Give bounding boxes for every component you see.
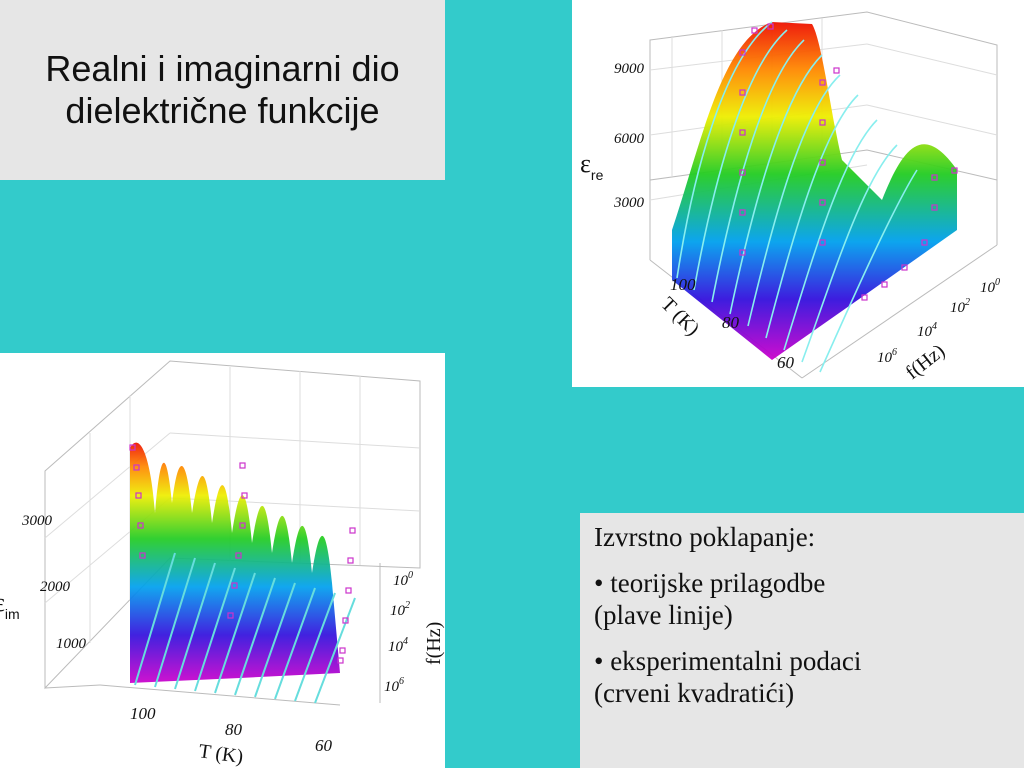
- z-tick: 3000: [613, 195, 645, 211]
- f-tick: 100: [393, 570, 413, 589]
- slide-title-line2: dielektrične funkcije: [65, 90, 380, 131]
- t-tick: 60: [777, 353, 795, 372]
- title-panel: Realni i imaginarni dio dielektrične fun…: [0, 0, 445, 180]
- plot-box: [44, 360, 421, 706]
- f-tick: 102: [950, 297, 970, 316]
- f-tick: 106: [877, 347, 897, 366]
- real-part-surface: [672, 21, 958, 373]
- real-part-plot: 9000 6000 3000 εre 100 80 60 T (K) 100 1…: [572, 0, 1024, 387]
- t-tick: 80: [722, 313, 740, 332]
- fit-heading: Izvrstno poklapanje:: [594, 522, 816, 552]
- fit-description-panel: Izvrstno poklapanje: • teorijske prilago…: [580, 513, 1024, 768]
- fit-item-experiment-line1: • eksperimentalni podaci: [594, 646, 862, 676]
- z-tick: 2000: [40, 579, 71, 595]
- f-tick: 104: [917, 321, 937, 340]
- fit-item-theory-line2: (plave linije): [594, 600, 733, 630]
- f-axis-label: f(Hz): [423, 622, 445, 665]
- real-part-plot-svg: 9000 6000 3000 εre 100 80 60 T (K) 100 1…: [580, 11, 1000, 384]
- imaginary-part-plot-svg: 3000 2000 1000 εim 100 80 60 T (K) 100 1…: [0, 360, 445, 768]
- imaginary-part-markers: [129, 444, 356, 664]
- t-tick: 60: [315, 736, 333, 755]
- t-tick: 80: [225, 720, 243, 739]
- real-part-markers: [739, 23, 958, 301]
- z-tick: 3000: [21, 513, 53, 529]
- imaginary-part-t-ticks: 100 80 60: [130, 704, 333, 755]
- imaginary-part-f-ticks: 100 102 104 106: [384, 570, 413, 695]
- real-part-t-ticks: 100 80 60: [670, 275, 795, 372]
- z-axis-label: εre: [580, 149, 604, 183]
- t-axis-label: T (K): [656, 293, 703, 340]
- imaginary-part-surface: [129, 442, 356, 704]
- t-tick: 100: [670, 275, 696, 294]
- f-tick: 104: [388, 636, 408, 655]
- fit-item-theory-line1: • teorijske prilagodbe: [594, 568, 826, 598]
- z-tick: 1000: [56, 636, 87, 652]
- f-tick: 102: [390, 600, 410, 619]
- t-tick: 100: [130, 704, 156, 723]
- slide-title: Realni i imaginarni dio dielektrične fun…: [45, 48, 399, 132]
- real-part-f-ticks: 100 102 104 106: [877, 277, 1000, 366]
- fit-item-experiment: • eksperimentalni podaci (crveni kvadrat…: [594, 645, 1010, 709]
- z-tick: 6000: [614, 131, 645, 147]
- imaginary-part-z-ticks: 3000 2000 1000: [21, 513, 87, 652]
- t-axis-label: T (K): [197, 740, 244, 768]
- imaginary-part-plot: 3000 2000 1000 εim 100 80 60 T (K) 100 1…: [0, 353, 445, 768]
- fit-item-experiment-line2: (crveni kvadratići): [594, 678, 795, 708]
- f-tick: 100: [980, 277, 1000, 296]
- z-tick: 9000: [614, 61, 645, 77]
- z-axis-label: εim: [0, 588, 20, 622]
- f-tick: 106: [384, 676, 404, 695]
- f-axis-label: f(Hz): [902, 340, 950, 384]
- fit-item-theory: • teorijske prilagodbe (plave linije): [594, 567, 1010, 631]
- real-part-z-ticks: 9000 6000 3000: [613, 61, 645, 211]
- slide-title-line1: Realni i imaginarni dio: [45, 48, 400, 89]
